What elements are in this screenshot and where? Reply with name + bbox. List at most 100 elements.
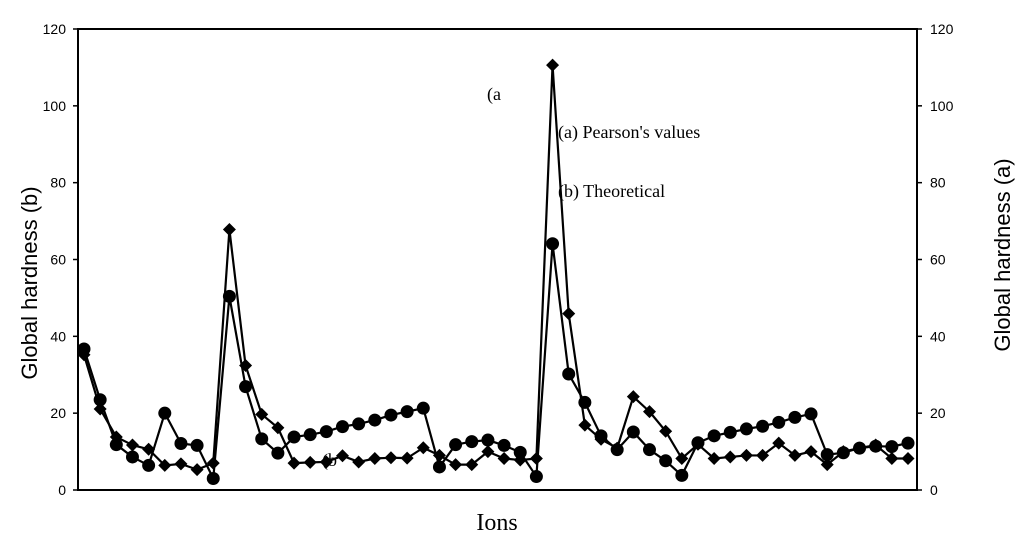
data-point-theoretical	[449, 438, 463, 452]
data-point-pearson-s-values	[820, 458, 834, 472]
data-point-pearson-s-values	[675, 451, 689, 465]
data-point-pearson-s-values	[465, 458, 479, 472]
data-point-theoretical	[255, 432, 269, 446]
data-point-pearson-s-values	[271, 421, 285, 435]
data-point-theoretical	[336, 420, 350, 434]
left-tick-label: 100	[43, 98, 67, 114]
data-point-theoretical	[610, 443, 624, 457]
data-point-theoretical	[901, 436, 915, 450]
annotation-a-marker: (a	[487, 84, 501, 105]
data-point-theoretical	[319, 425, 333, 439]
data-point-theoretical	[158, 406, 172, 420]
right-tick-label: 80	[930, 175, 946, 191]
left-y-axis-ticks: 0 20 40 60 80 100 120	[43, 21, 78, 498]
data-point-pearson-s-values	[707, 451, 721, 465]
data-point-theoretical	[481, 433, 495, 447]
data-point-pearson-s-values	[352, 455, 366, 469]
data-point-theoretical	[465, 435, 479, 449]
data-point-theoretical	[642, 443, 656, 457]
data-point-theoretical	[723, 425, 737, 439]
data-point-theoretical	[885, 440, 899, 454]
data-point-theoretical	[659, 454, 673, 468]
data-point-pearson-s-values	[303, 455, 317, 469]
plot-area	[77, 28, 918, 491]
data-point-pearson-s-values	[336, 449, 350, 463]
data-point-theoretical	[691, 436, 705, 450]
data-point-theoretical	[206, 471, 220, 485]
data-point-pearson-s-values	[562, 307, 576, 321]
data-point-theoretical	[836, 446, 850, 460]
data-point-theoretical	[271, 446, 285, 460]
data-point-theoretical	[416, 401, 430, 415]
right-tick-label: 100	[930, 98, 954, 114]
data-point-pearson-s-values	[804, 445, 818, 459]
series-layer	[77, 58, 915, 485]
left-tick-label: 20	[50, 405, 66, 421]
data-point-pearson-s-values	[368, 451, 382, 465]
right-tick-label: 20	[930, 405, 946, 421]
data-point-theoretical	[190, 438, 204, 452]
left-tick-label: 80	[50, 175, 66, 191]
data-point-theoretical	[368, 413, 382, 427]
data-point-pearson-s-values	[885, 451, 899, 465]
data-point-theoretical	[125, 450, 139, 464]
data-point-pearson-s-values	[125, 438, 139, 452]
data-point-pearson-s-values	[416, 441, 430, 455]
left-tick-label: 120	[43, 21, 67, 37]
data-point-theoretical	[400, 405, 414, 419]
x-axis-title: Ions	[476, 510, 517, 536]
data-point-pearson-s-values	[723, 450, 737, 464]
right-tick-label: 60	[930, 252, 946, 268]
data-point-pearson-s-values	[788, 448, 802, 462]
data-point-theoretical	[174, 437, 188, 451]
data-point-theoretical	[109, 438, 123, 452]
data-point-pearson-s-values	[384, 451, 398, 465]
data-point-pearson-s-values	[174, 457, 188, 471]
data-point-theoretical	[804, 407, 818, 421]
data-point-pearson-s-values	[158, 458, 172, 472]
data-point-theoretical	[497, 438, 511, 452]
right-y-axis-title: Global hardness (a)	[990, 158, 1015, 351]
data-point-pearson-s-values	[626, 390, 640, 404]
data-point-theoretical	[352, 417, 366, 431]
legend-label-pearsons-values: (a) Pearson's values	[558, 122, 700, 143]
data-point-theoretical	[869, 439, 883, 453]
data-point-theoretical	[222, 289, 236, 303]
right-tick-label: 0	[930, 482, 938, 498]
data-point-pearson-s-values	[901, 451, 915, 465]
data-point-pearson-s-values	[642, 405, 656, 419]
data-point-theoretical	[853, 441, 867, 455]
series-theoretical	[77, 237, 915, 485]
data-point-pearson-s-values	[287, 456, 301, 470]
data-point-pearson-s-values	[481, 445, 495, 459]
series-line-pearson-s-values	[82, 64, 908, 471]
data-point-pearson-s-values	[529, 451, 543, 465]
data-point-theoretical	[142, 458, 156, 472]
data-point-theoretical	[739, 422, 753, 436]
data-point-theoretical	[239, 380, 253, 394]
data-point-theoretical	[788, 410, 802, 424]
right-y-axis-ticks: 0 20 40 60 80 100 120	[917, 21, 954, 498]
data-point-theoretical	[756, 419, 770, 433]
data-point-theoretical	[287, 430, 301, 444]
data-point-theoretical	[594, 429, 608, 443]
series-line-theoretical	[82, 242, 909, 480]
data-point-pearson-s-values	[546, 58, 560, 72]
data-point-theoretical	[772, 415, 786, 429]
data-point-theoretical	[820, 448, 834, 462]
annotation-b-marker: (b	[322, 450, 337, 471]
data-point-theoretical	[546, 237, 560, 251]
right-tick-label: 40	[930, 328, 946, 344]
left-tick-label: 0	[58, 482, 66, 498]
right-tick-label: 120	[930, 21, 954, 37]
data-point-pearson-s-values	[449, 458, 463, 472]
data-point-pearson-s-values	[578, 418, 592, 432]
data-point-theoretical	[303, 428, 317, 442]
data-point-pearson-s-values	[756, 448, 770, 462]
data-point-theoretical	[578, 395, 592, 409]
data-point-theoretical	[93, 393, 107, 407]
data-point-pearson-s-values	[190, 463, 204, 477]
data-point-pearson-s-values	[206, 456, 220, 470]
data-point-pearson-s-values	[739, 448, 753, 462]
